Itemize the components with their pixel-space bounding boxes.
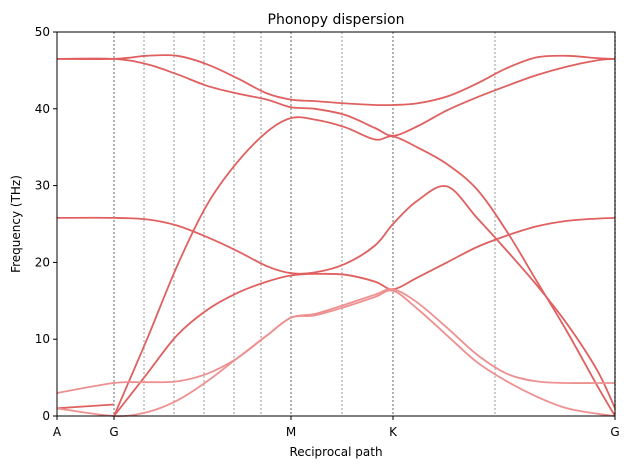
plot-frame [56,31,616,417]
chart-title: Phonopy dispersion [268,12,405,28]
band-line-2 [56,57,616,137]
y-axis-ticks: 0 10 20 30 40 50 [35,25,57,423]
plot-lines [56,54,616,418]
y-axis-label: Frequency (THz) [9,175,23,273]
band-line-6 [56,403,115,410]
y-tick-label: 20 [35,255,50,269]
band-line-4 [56,185,616,409]
x-axis-label: Reciprocal path [289,445,382,459]
y-tick-label: 10 [35,332,50,346]
band-line-1 [56,54,616,107]
vertical-lines [113,32,616,416]
y-tick-label: 50 [35,25,50,39]
band-line-5 [113,217,616,417]
band-line-8 [56,289,616,418]
x-tick-label: G [610,425,619,439]
band-line-3 [113,116,616,417]
x-tick-label: G [109,425,118,439]
x-tick-label: K [389,425,398,439]
y-tick-label: 30 [35,179,50,193]
x-tick-label: A [53,425,62,439]
y-tick-label: 40 [35,102,50,116]
y-tick-label: 0 [42,409,50,423]
x-tick-label: M [286,425,296,439]
band-line-7 [56,288,615,394]
